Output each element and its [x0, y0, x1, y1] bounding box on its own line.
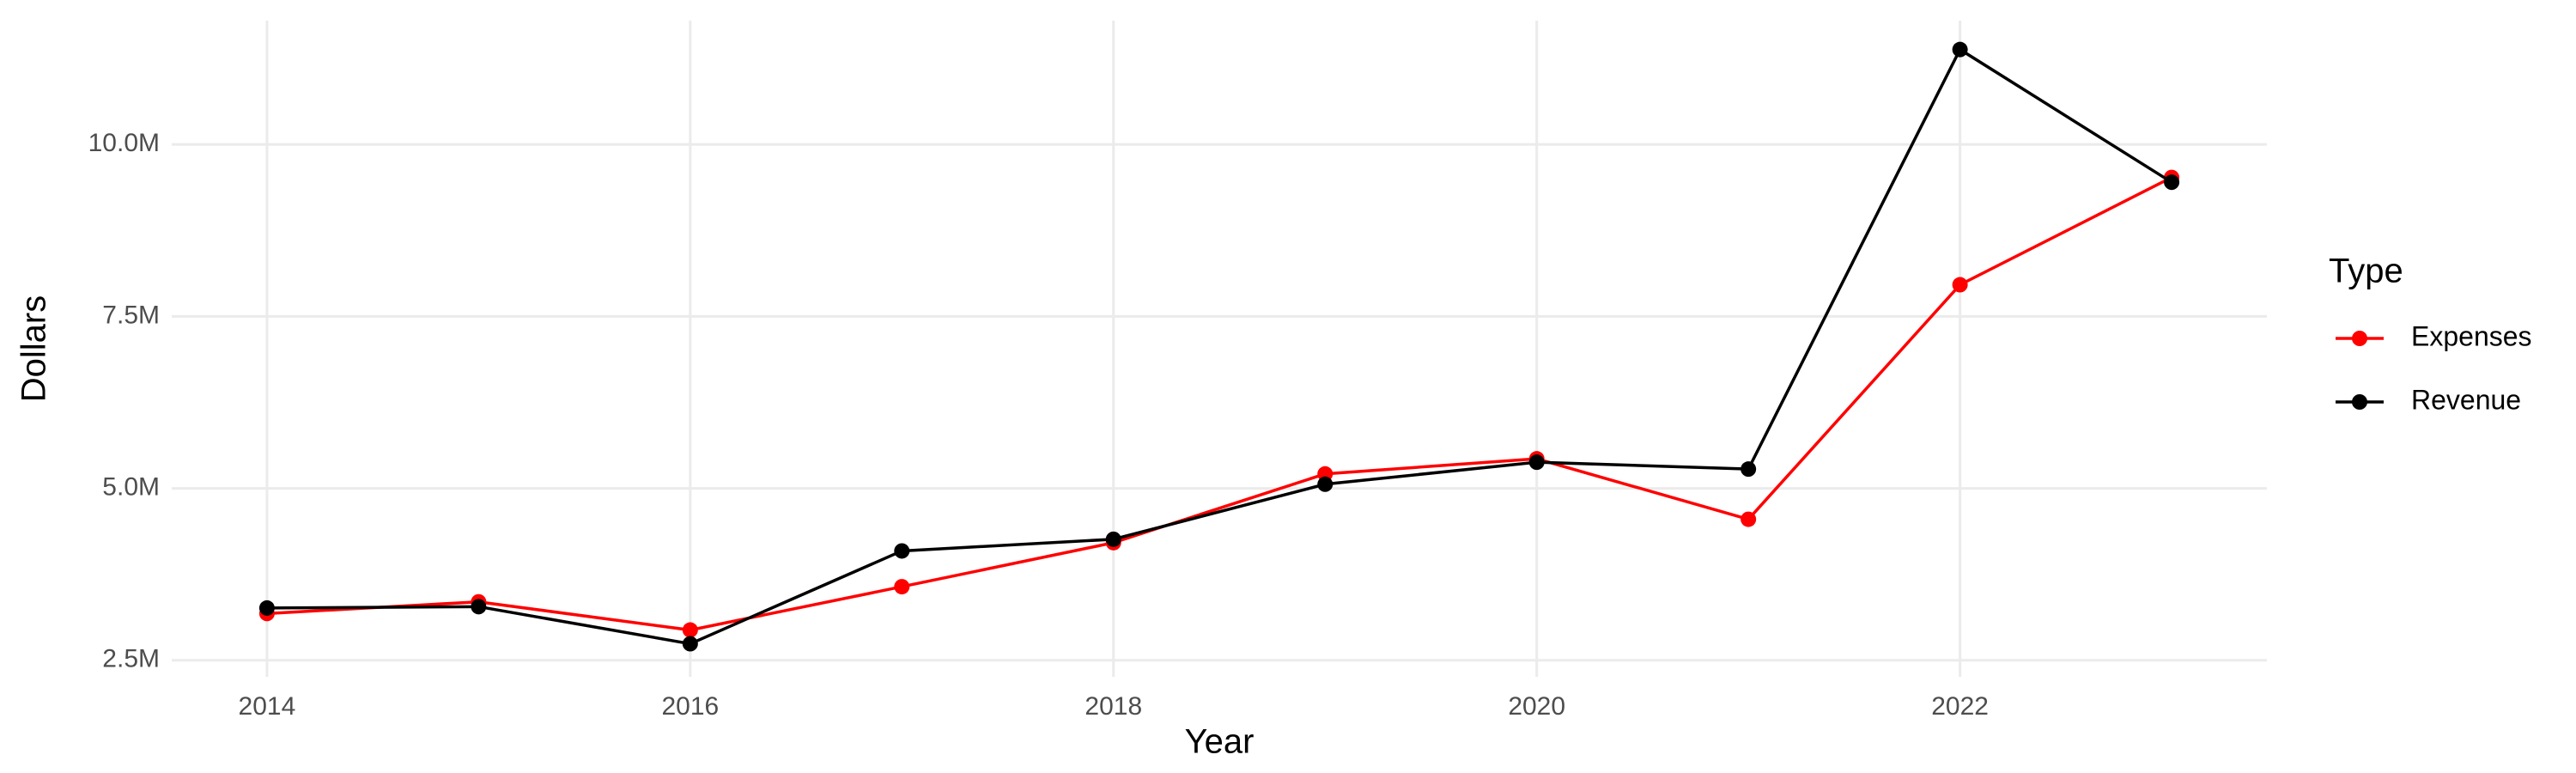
x-tick-label: 2022: [1931, 692, 1989, 721]
legend-key-point: [2352, 331, 2367, 346]
point: [1528, 454, 1545, 471]
legend-key-point: [2352, 394, 2367, 410]
series-line: [266, 47, 2173, 646]
point: [1952, 41, 1968, 58]
y-tick-label: 7.5M: [102, 301, 160, 329]
x-tick-label: 2020: [1508, 692, 1565, 721]
point: [894, 579, 910, 595]
y-tick-label: 2.5M: [102, 645, 160, 673]
x-tick-label: 2018: [1084, 692, 1142, 721]
point: [2164, 174, 2180, 191]
y-axis-title: Dollars: [15, 295, 53, 402]
point: [894, 543, 910, 559]
x-tick-label: 2014: [239, 692, 296, 721]
series-line: [266, 176, 2172, 632]
point: [682, 622, 698, 638]
point: [682, 636, 698, 652]
y-tick-label: 5.0M: [102, 472, 160, 501]
legend-title: Type: [2329, 253, 2403, 290]
point: [1952, 277, 1968, 293]
point: [1105, 531, 1121, 547]
point: [1317, 476, 1334, 492]
point: [1741, 511, 1757, 527]
point: [258, 600, 275, 616]
point: [1741, 461, 1757, 478]
x-axis-title: Year: [1185, 723, 1255, 761]
point: [471, 599, 487, 615]
y-tick-label: 10.0M: [88, 129, 160, 157]
legend-label: Revenue: [2411, 384, 2521, 415]
x-tick-label: 2016: [661, 692, 719, 721]
legend-label: Expenses: [2411, 320, 2532, 351]
